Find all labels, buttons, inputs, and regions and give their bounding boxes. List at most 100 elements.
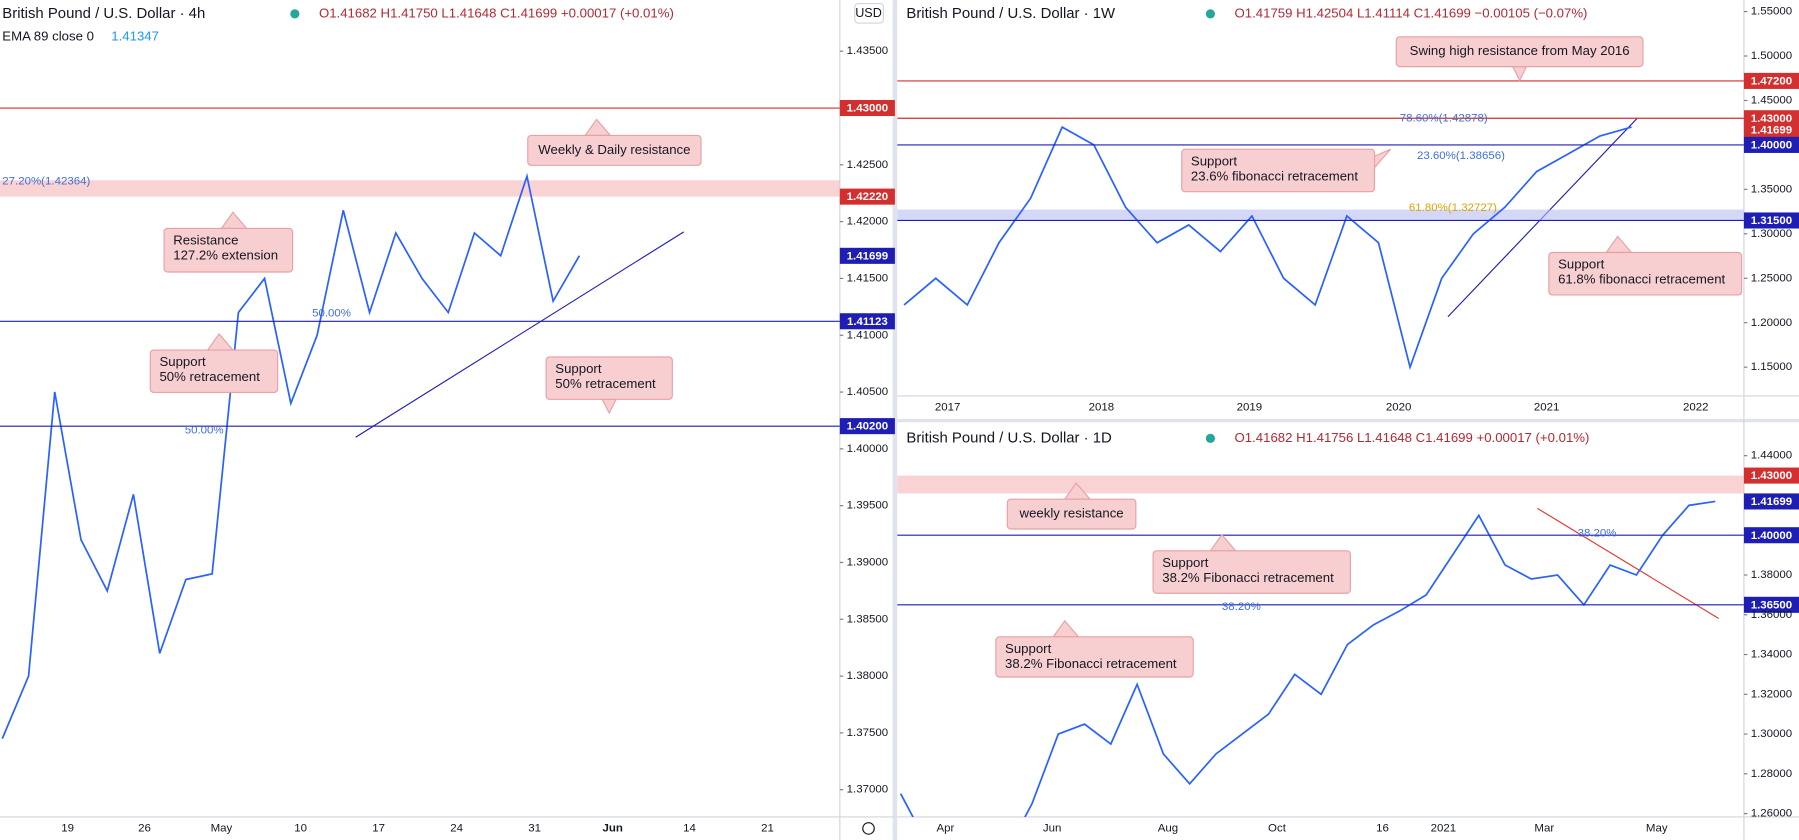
price-label: 1.41123 (847, 316, 888, 328)
y-tick-label: 1.32000 (1751, 688, 1792, 700)
x-tick-label: 2018 (1089, 401, 1115, 413)
y-tick-label: 1.50000 (1751, 50, 1792, 62)
callout-text: 38.2% Fibonacci retracement (1162, 570, 1334, 585)
callout (1181, 148, 1376, 193)
y-tick-label: 1.42500 (847, 159, 888, 171)
fib-label: 38.20% (1222, 601, 1261, 613)
price-label: 1.40000 (1751, 530, 1792, 542)
y-tick-label: 1.35000 (1751, 183, 1792, 195)
callout-text: 127.2% extension (173, 247, 278, 262)
callout-text: Support (1005, 641, 1052, 656)
callout-text: Support (1191, 153, 1238, 168)
y-tick-label: 1.38000 (1751, 569, 1792, 581)
y-tick-label: 1.41000 (847, 329, 888, 341)
price-label: 1.42220 (847, 191, 888, 203)
fib-label: 50.00% (312, 307, 351, 319)
price-label-box (1743, 72, 1799, 89)
price-label: 1.41699 (847, 250, 888, 262)
price-label: 1.41699 (1751, 496, 1792, 508)
callout-text: 38.2% Fibonacci retracement (1005, 656, 1177, 671)
callout-text: 61.8% fibonacci retracement (1558, 272, 1725, 287)
y-tick-label: 1.37500 (847, 727, 888, 739)
price-line (903, 125, 1632, 371)
price-line (899, 500, 1716, 817)
x-tick-label: Mar (1534, 822, 1554, 834)
price-label-box (839, 188, 895, 205)
price-label: 1.43000 (1751, 470, 1792, 482)
price-line (1, 172, 581, 739)
x-tick-label: Jun (602, 822, 622, 834)
price-label: 1.36500 (1751, 599, 1792, 611)
callout-text: Support (555, 361, 602, 376)
symbol-title: British Pound / U.S. Dollar · 1W (906, 6, 1116, 22)
x-tick-label: Apr (936, 822, 954, 834)
x-tick-label: 24 (450, 822, 463, 834)
price-label: 1.47200 (1751, 76, 1792, 88)
panel-divider (892, 0, 898, 840)
chart-panel (0, 107, 840, 739)
callout-text: weekly resistance (1019, 506, 1124, 521)
price-label: 1.31500 (1751, 215, 1792, 227)
x-tick-label: 2020 (1386, 401, 1412, 413)
status-dot (290, 9, 300, 19)
callout (1006, 498, 1137, 530)
fib-label: 78.60%(1.42878) (1400, 112, 1488, 124)
fib-label: 27.20%(1.42364) (2, 175, 90, 187)
callout-text: Support (1558, 257, 1605, 272)
status-dot (1205, 433, 1216, 443)
y-tick-label: 1.41500 (847, 272, 888, 284)
callout (545, 356, 673, 400)
status-dot (1205, 9, 1216, 19)
x-tick-label: May (1646, 822, 1668, 834)
x-tick-label: 2017 (935, 401, 961, 413)
callout-text: Resistance (173, 233, 238, 248)
x-tick-label: 14 (683, 822, 696, 834)
x-tick-label: Jun (1043, 822, 1062, 834)
ohlc: O1.41759 H1.42504 L1.41114 C1.41699 −0.0… (1235, 5, 1588, 20)
callout-text: Support (159, 354, 206, 369)
y-tick-label: 1.15000 (1751, 361, 1792, 373)
callout (1548, 251, 1743, 296)
currency-box[interactable] (854, 2, 885, 24)
callout (149, 349, 279, 394)
y-tick-label: 1.55000 (1751, 6, 1792, 18)
y-tick-label: 1.28000 (1751, 768, 1792, 780)
zone (0, 180, 840, 197)
y-tick-label: 1.26000 (1751, 808, 1792, 820)
y-tick-label: 1.43500 (847, 45, 888, 57)
chart-panel (897, 80, 1744, 371)
symbol-title: British Pound / U.S. Dollar · 1D (906, 430, 1112, 446)
price-label-box (1743, 493, 1799, 510)
callout-text: Swing high resistance from May 2016 (1410, 43, 1630, 58)
price-label-box (839, 313, 895, 330)
symbol-title: British Pound / U.S. Dollar · 4h (2, 6, 205, 22)
price-label-box (1743, 212, 1799, 229)
fib-label: 61.80%(1.32727) (1409, 202, 1497, 214)
y-tick-label: 1.30000 (1751, 228, 1792, 240)
x-tick-label: 2019 (1237, 401, 1263, 413)
ohlc: O1.41682 H1.41756 L1.41648 C1.41699 +0.0… (1235, 430, 1590, 445)
x-tick-label: 21 (761, 822, 774, 834)
price-label-box (1743, 467, 1799, 484)
x-tick-label: 2022 (1683, 401, 1709, 413)
settings-icon[interactable] (862, 822, 875, 835)
price-label: 1.40200 (847, 421, 888, 433)
y-tick-label: 1.30000 (1751, 728, 1792, 740)
callout (1395, 36, 1644, 68)
chart-panel (897, 475, 1744, 817)
x-tick-label: 17 (372, 822, 385, 834)
price-label-box (839, 418, 895, 435)
y-tick-label: 1.37000 (847, 784, 888, 796)
indicator-value: 1.41347 (111, 28, 159, 43)
indicator-name: EMA 89 close 0 (2, 28, 94, 43)
x-tick-label: Aug (1158, 822, 1178, 834)
x-tick-label: May (211, 822, 233, 834)
y-tick-label: 1.36000 (1751, 609, 1792, 621)
callout (1152, 550, 1351, 594)
price-label-box (1743, 527, 1799, 544)
price-label-box (1743, 121, 1799, 138)
zone (897, 475, 1744, 494)
price-label-box (839, 247, 895, 264)
